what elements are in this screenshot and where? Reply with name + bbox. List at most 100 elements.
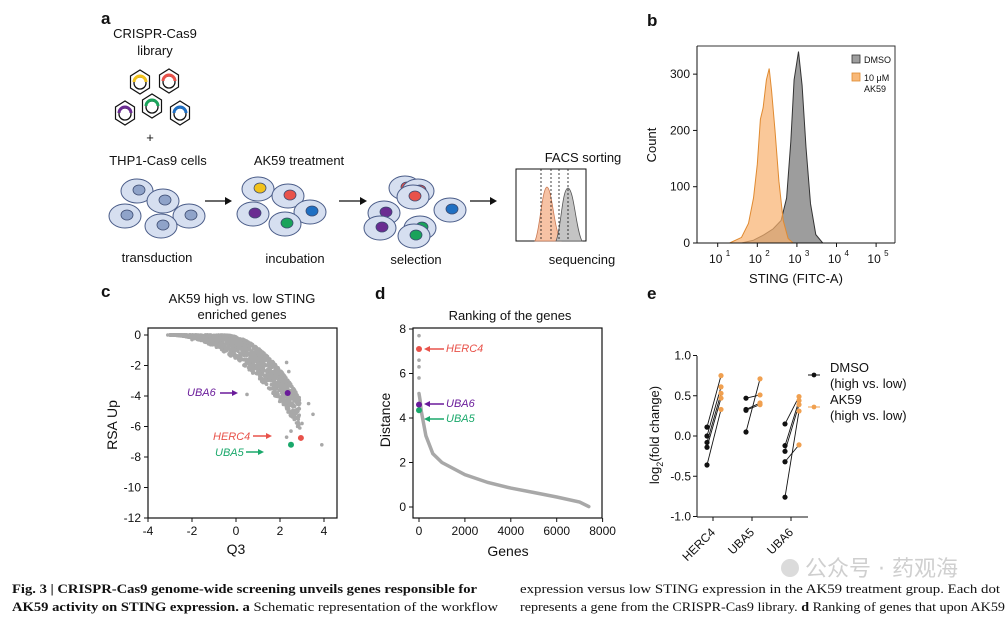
dmso-point: [782, 421, 788, 427]
data-point: [289, 390, 294, 395]
caption-left-line2: AK59 activity on STING expression. a Sch…: [12, 600, 498, 614]
cells-label: THP1-Cas9 cells: [109, 153, 207, 168]
nucleus-icon: [283, 189, 297, 201]
plus-sign: +: [146, 130, 154, 145]
data-point: [295, 395, 299, 399]
data-point: [221, 334, 226, 339]
data-point: [284, 404, 288, 408]
step-sequencing: sequencing: [549, 252, 616, 267]
pair-line: [706, 398, 722, 448]
data-point: [247, 367, 251, 372]
ak59-point: [718, 390, 724, 396]
y-label-log: log: [647, 467, 662, 484]
panel-letter-c: c: [101, 282, 110, 301]
chart-title-line1: AK59 high vs. low STING: [169, 291, 316, 306]
y-tick-label: 4: [399, 411, 406, 425]
legend-label-ak59-line1: 10 μM: [864, 73, 889, 83]
data-point: [271, 391, 275, 396]
gene-label-uba6: UBA6: [187, 387, 217, 399]
x-tick-label: 4000: [497, 524, 524, 538]
treatment-label: AK59 treatment: [254, 153, 345, 168]
chart-title-line2: enriched genes: [198, 307, 287, 322]
data-point: [240, 346, 245, 351]
watermark-logo-icon: [781, 559, 799, 577]
data-point: [289, 429, 293, 433]
data-point: [263, 353, 268, 357]
x-tick-label-uba6: UBA6: [764, 525, 796, 557]
gene-point-uba6: [284, 389, 291, 396]
data-point: [214, 344, 219, 349]
data-point: [294, 411, 299, 416]
caption-panel-c-text: represents a gene from the CRISPR-Cas9 l…: [520, 600, 798, 614]
y-tick-label: 8: [399, 322, 406, 336]
x-tick-label: 10: [788, 252, 802, 266]
step-incubation: incubation: [265, 251, 324, 266]
y-tick-label: -8: [130, 450, 141, 464]
legend-label-ak59-line2: AK59: [864, 84, 886, 94]
data-point: [286, 396, 290, 401]
data-point: [291, 408, 295, 412]
data-point: [244, 359, 249, 364]
data-point: [293, 398, 297, 403]
data-point: [286, 410, 290, 414]
data-point: [185, 334, 189, 338]
data-point: [284, 401, 289, 405]
y-tick-label: 0: [134, 328, 141, 342]
x-tick-exponent: 5: [884, 249, 889, 258]
dmso-point: [704, 462, 710, 468]
ranking-curve: [417, 391, 591, 509]
data-point: [272, 364, 277, 368]
arrow-head-icon: [258, 449, 264, 455]
data-point: [242, 343, 247, 347]
ak59-point: [757, 376, 763, 382]
plot-frame: [147, 327, 338, 519]
panel-letter-b: b: [647, 11, 657, 30]
data-point: [275, 383, 280, 387]
gene-point-uba5: [288, 441, 294, 448]
arrow-head-icon: [266, 433, 272, 439]
data-point: [290, 396, 295, 401]
nucleus-icon: [120, 209, 134, 221]
data-point: [190, 337, 194, 342]
data-point: [272, 369, 277, 373]
data-point: [284, 360, 289, 365]
data-point: [280, 372, 284, 377]
ak59-point: [796, 397, 802, 404]
x-tick-exponent: 4: [845, 249, 850, 258]
gene-label-herc4: HERC4: [446, 343, 483, 355]
caption-title-line2: AK59 activity on STING expression.: [12, 600, 239, 614]
data-point: [241, 337, 245, 342]
data-point: [249, 358, 254, 362]
data-point: [203, 339, 208, 344]
data-point: [223, 337, 227, 342]
watermark: 公众号 · 药观海: [805, 557, 958, 582]
dmso-point: [704, 439, 710, 446]
legend-label-dmso: DMSO: [864, 55, 891, 65]
data-point: [253, 358, 258, 363]
y-tick-label: -1.0: [670, 510, 691, 524]
data-point: [280, 376, 284, 380]
x-tick-label: 0: [233, 524, 240, 538]
sgrna-insert-icon: [172, 105, 188, 114]
arrow-head-icon: [225, 197, 232, 205]
gene-point-uba6: [416, 401, 422, 408]
nucleus-icon: [379, 206, 393, 218]
facs-label: FACS sorting: [545, 150, 622, 165]
data-point: [234, 353, 238, 358]
data-point: [300, 421, 304, 426]
data-point: [275, 374, 279, 379]
data-point: [239, 343, 243, 347]
x-tick-label: 10: [828, 252, 842, 266]
data-point: [296, 406, 301, 411]
x-tick-label: 2: [277, 524, 284, 538]
pair-line: [784, 400, 800, 446]
data-point: [275, 369, 280, 374]
y-tick-label: 1.0: [674, 349, 691, 363]
data-point: [296, 414, 301, 419]
nucleus-icon: [305, 205, 319, 217]
data-point: [311, 412, 315, 417]
x-tick-label: 2000: [452, 524, 479, 538]
caption-right-line2: represents a gene from the CRISPR-Cas9 l…: [520, 600, 1005, 614]
